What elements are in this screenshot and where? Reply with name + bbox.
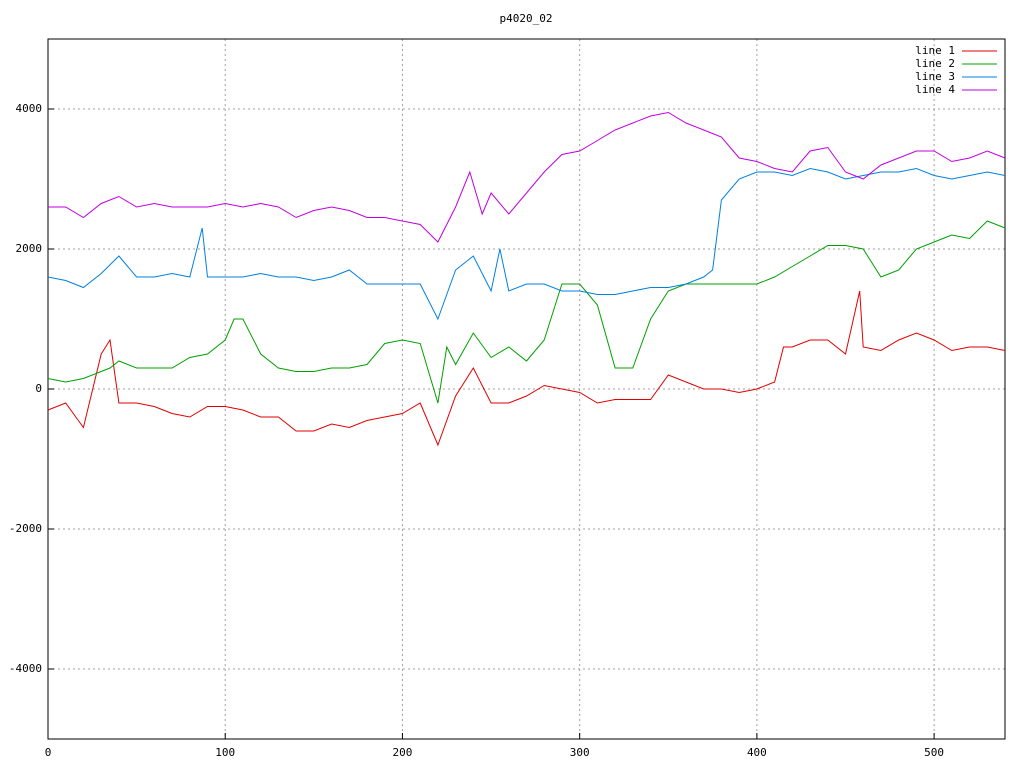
x-tick-label: 200 [393, 746, 413, 759]
x-tick-label: 0 [45, 746, 52, 759]
x-tick-label: 100 [215, 746, 235, 759]
data-line [47, 220, 1006, 404]
y-tick-label: -2000 [9, 522, 42, 535]
data-line [48, 111, 1006, 243]
legend-label: line 2 [915, 57, 955, 70]
y-tick-label: 0 [35, 382, 42, 395]
y-tick-label: 2000 [16, 242, 43, 255]
chart-title: p4020_02 [500, 12, 553, 25]
plot-frame [47, 38, 1006, 740]
x-tick-label: 500 [924, 746, 944, 759]
x-tick-label: 400 [747, 746, 767, 759]
x-tick-label: 300 [570, 746, 590, 759]
y-tick-label: -4000 [9, 662, 42, 675]
legend-label: line 1 [915, 44, 955, 57]
legend-label: line 4 [915, 83, 955, 96]
data-line [47, 290, 1006, 447]
legend-label: line 3 [915, 70, 955, 83]
y-tick-label: 4000 [16, 102, 43, 115]
data-line [47, 167, 1006, 321]
